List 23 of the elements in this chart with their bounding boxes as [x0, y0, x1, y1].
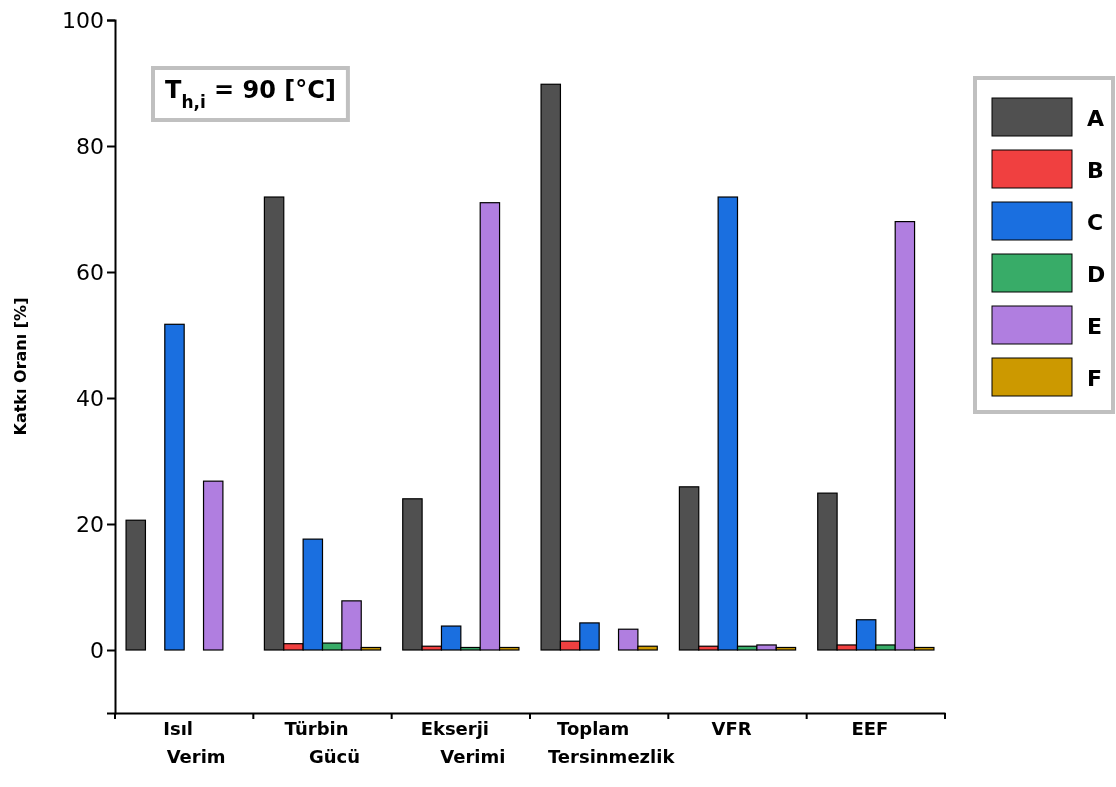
y-tick-label: 60 — [76, 259, 104, 285]
y-tick-label: 0 — [90, 637, 104, 663]
x-tick-label: Türbin Gücü — [284, 718, 361, 767]
y-tick-label: 20 — [76, 511, 104, 537]
legend-label: F — [1087, 366, 1103, 391]
annotation: T$_{h,i}$ = 90 [°C] — [165, 76, 336, 112]
y-tick-label: 40 — [76, 385, 104, 411]
x-tick-label: VFR — [711, 718, 752, 739]
x-tick-label: Toplam Tersinmezlik — [547, 718, 676, 767]
x-tick-label: Isıl Verim — [163, 718, 226, 767]
y-tick-label: 100 — [62, 7, 104, 33]
y-tick-label: 80 — [76, 133, 104, 159]
legend-label: C — [1087, 210, 1104, 235]
x-tick-label: Ekserji Verimi — [420, 718, 506, 767]
legend-label: D — [1087, 262, 1106, 287]
y-axis-title: Katkı Oranı [%] — [11, 297, 30, 436]
bar — [164, 323, 185, 651]
legend-label: B — [1087, 158, 1104, 183]
legend-label: A — [1087, 106, 1105, 131]
bar — [125, 519, 147, 651]
legend-label: E — [1087, 314, 1103, 339]
bar — [202, 480, 224, 651]
x-tick-label: EEF — [851, 718, 889, 739]
